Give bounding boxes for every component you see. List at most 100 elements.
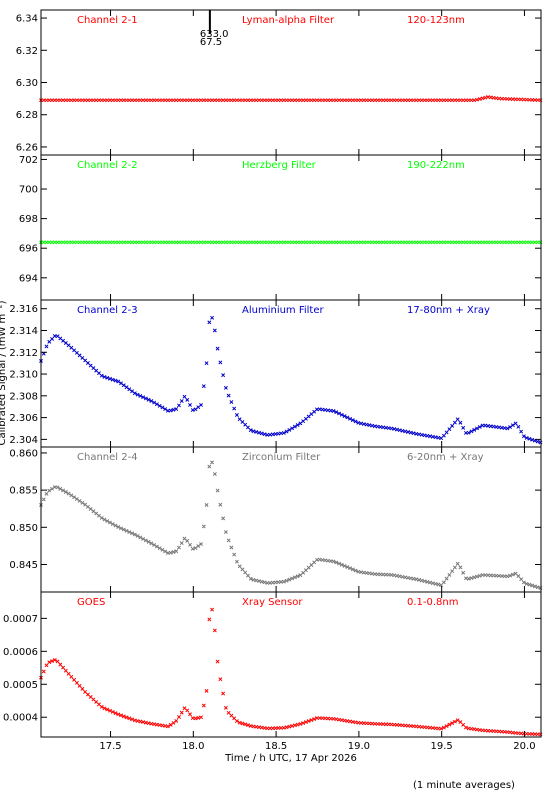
data-point: [213, 629, 216, 632]
x-tick-label: 19.0: [348, 741, 370, 752]
y-tick-label: 0.855: [9, 486, 38, 497]
data-point: [169, 409, 172, 412]
band-label: 17-80nm + Xray: [407, 305, 490, 316]
data-point: [199, 542, 202, 545]
y-tick-label: 0.845: [9, 560, 38, 571]
data-point: [144, 721, 147, 724]
y-tick-label: 2.314: [9, 326, 38, 337]
data-point: [528, 583, 531, 586]
data-point: [241, 568, 244, 571]
data-point: [161, 406, 164, 409]
data-point: [117, 380, 120, 383]
data-point: [401, 575, 404, 578]
data-point: [205, 689, 208, 692]
data-point: [456, 562, 459, 565]
data-point: [246, 574, 249, 577]
y-tick-label: 2.316: [9, 304, 38, 315]
data-point: [238, 721, 241, 724]
data-point: [257, 579, 260, 582]
data-point: [464, 726, 467, 729]
data-point: [186, 709, 189, 712]
y-tick-label: 2.308: [9, 391, 38, 402]
data-point: [150, 722, 153, 725]
band-label: 190-222nm: [407, 160, 465, 171]
data-point: [456, 418, 459, 421]
x-tick-label: 18.0: [182, 741, 204, 752]
data-point: [291, 724, 294, 727]
data-point: [186, 539, 189, 542]
data-point: [409, 431, 412, 434]
data-point: [536, 586, 539, 589]
data-point: [177, 715, 180, 718]
data-point: [412, 577, 415, 580]
data-point: [244, 723, 247, 726]
filter-label: Aluminium Filter: [242, 305, 325, 316]
data-point: [70, 494, 73, 497]
data-point: [362, 422, 365, 425]
data-point: [390, 427, 393, 430]
data-point: [188, 403, 191, 406]
band-label: 6-20nm + Xray: [407, 452, 484, 463]
data-point: [288, 428, 291, 431]
data-point: [249, 724, 252, 727]
data-point: [255, 430, 258, 433]
data-point: [202, 525, 205, 528]
y-tick-label: 0.0006: [3, 647, 38, 658]
data-point: [263, 433, 266, 436]
data-point: [442, 581, 445, 584]
data-point: [75, 497, 78, 500]
data-point: [531, 584, 534, 587]
data-point: [409, 577, 412, 580]
data-point: [428, 581, 431, 584]
y-tick-label: 696: [19, 244, 38, 255]
data-point: [210, 316, 213, 319]
data-point: [539, 441, 542, 444]
data-point: [235, 560, 238, 563]
data-point: [431, 435, 434, 438]
data-point: [464, 577, 467, 580]
x-tick-label: 17.5: [99, 741, 121, 752]
data-point: [517, 425, 520, 428]
data-point: [61, 666, 64, 669]
data-point: [141, 720, 144, 723]
data-point: [255, 579, 258, 582]
data-point: [445, 577, 448, 580]
data-point: [222, 517, 225, 520]
data-point: [227, 711, 230, 714]
data-point: [257, 431, 260, 434]
data-point: [233, 407, 236, 410]
data-point: [520, 430, 523, 433]
data-point: [180, 399, 183, 402]
y-tick-label: 6.28: [16, 110, 38, 121]
data-point: [42, 670, 45, 673]
y-tick-label: 702: [19, 155, 38, 166]
series-3: [39, 316, 542, 444]
data-point: [398, 429, 401, 432]
data-point: [522, 435, 525, 438]
y-tick-label: 0.860: [9, 448, 38, 459]
data-point: [45, 345, 48, 348]
data-point: [462, 571, 465, 574]
data-point: [122, 384, 125, 387]
data-point: [478, 97, 481, 100]
data-point: [50, 487, 53, 490]
data-point: [445, 431, 448, 434]
data-point: [244, 571, 247, 574]
data-point: [216, 347, 219, 350]
channel-label: GOES: [77, 597, 105, 608]
y-tick-label: 2.304: [9, 435, 38, 446]
data-point: [514, 422, 517, 425]
data-point: [45, 492, 48, 495]
data-point: [423, 434, 426, 437]
data-point: [186, 398, 189, 401]
data-point: [180, 541, 183, 544]
data-point: [108, 377, 111, 380]
data-point: [233, 553, 236, 556]
data-point: [197, 544, 200, 547]
plot-frame: [41, 10, 541, 155]
data-point: [75, 681, 78, 684]
data-point: [235, 413, 238, 416]
data-point: [246, 426, 249, 429]
data-point: [241, 722, 244, 725]
data-point: [59, 663, 62, 666]
